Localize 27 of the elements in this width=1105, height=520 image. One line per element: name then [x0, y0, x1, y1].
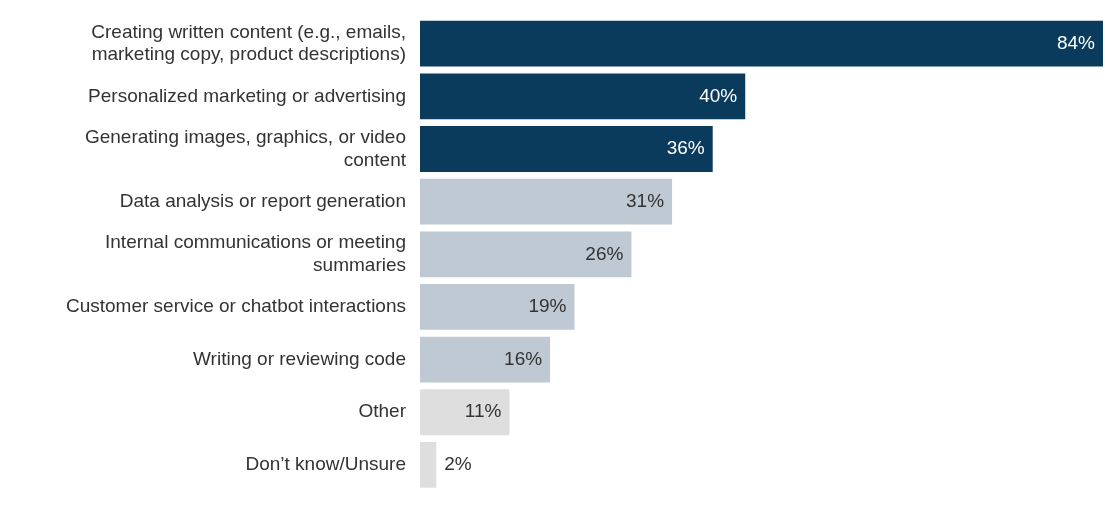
data-label: 2% — [444, 453, 472, 475]
data-label: 84% — [1056, 31, 1096, 53]
data-label: 16% — [504, 347, 543, 369]
bar — [420, 73, 746, 120]
data-label: 36% — [666, 137, 705, 159]
data-label: 19% — [528, 295, 567, 317]
y-tick-label: Personalized marketing or advertising — [88, 84, 406, 106]
bar — [420, 126, 713, 172]
bar — [420, 441, 437, 488]
y-tick-label: Customer service or chatbot interactions — [65, 295, 406, 317]
bar — [420, 231, 632, 278]
bar — [420, 284, 575, 330]
y-tick-label: Internal communications or meeting summaries — [105, 231, 406, 275]
y-tick-label: Generating images, graphics, or video content — [84, 125, 407, 170]
bar — [420, 336, 551, 383]
data-label: 40% — [699, 84, 738, 106]
data-label: 31% — [626, 189, 665, 211]
y-tick-label: Don’t know/Unsure — [245, 453, 406, 475]
bar — [420, 20, 1103, 67]
data-label: 11% — [464, 400, 502, 422]
y-tick-label: Data analysis or report generation — [119, 189, 406, 211]
data-label: 26% — [585, 242, 624, 264]
bar — [420, 389, 510, 436]
y-tick-label: Creating written content (e.g., emails, marketing copy, product descriptions) — [91, 20, 406, 65]
y-tick-label: Other — [358, 400, 407, 422]
bar — [420, 178, 673, 225]
y-tick-label: Writing or reviewing code — [193, 347, 406, 369]
